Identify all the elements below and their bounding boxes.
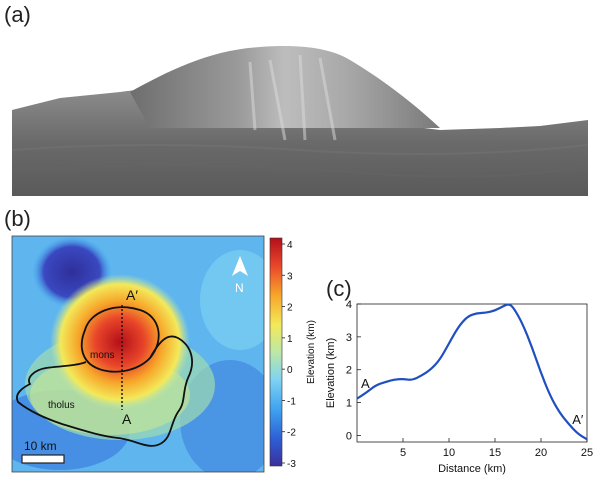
profile-end-label: A′ xyxy=(126,287,138,303)
y-tick-label: 0 xyxy=(346,430,352,442)
panel-c-label: (c) xyxy=(326,276,352,301)
mons-profile xyxy=(130,46,440,128)
profile-annotation: A xyxy=(361,376,370,391)
y-tick-label: 4 xyxy=(346,299,352,311)
mountain-photo xyxy=(11,46,589,196)
scale-bar xyxy=(21,454,65,464)
tholus-label: tholus xyxy=(48,400,75,411)
colorbar-tick-label: -1 xyxy=(287,396,296,407)
colorbar-tick-label: 3 xyxy=(287,271,293,282)
north-label: N xyxy=(235,281,244,295)
y-axis-label: Elevation (km) xyxy=(325,338,337,408)
y-tick-label: 1 xyxy=(346,398,352,410)
x-axis-label: Distance (km) xyxy=(438,463,506,475)
mons-label: mons xyxy=(90,350,114,361)
colorbar-tick-label: 1 xyxy=(287,334,293,345)
scale-label: 10 km xyxy=(24,439,57,453)
x-tick-label: 25 xyxy=(581,447,593,459)
colorbar-tick-label: 4 xyxy=(287,240,293,251)
x-tick-label: 15 xyxy=(489,447,501,459)
y-tick-label: 3 xyxy=(346,332,352,344)
colorbar-tick-label: -3 xyxy=(287,459,296,470)
x-tick-label: 20 xyxy=(535,447,547,459)
colorbar-tick-label: 0 xyxy=(287,365,293,376)
colorbar-tick-label: 2 xyxy=(287,303,293,314)
x-tick-label: 5 xyxy=(400,447,406,459)
colorbar-tick-label: -2 xyxy=(287,428,296,439)
tholus-outline xyxy=(16,335,193,447)
colorbar xyxy=(269,237,283,467)
panel-b-label: (b) xyxy=(4,206,31,231)
y-tick-label: 2 xyxy=(346,365,352,377)
panel-a-label: (a) xyxy=(4,2,31,27)
profile-start-label: A xyxy=(122,411,132,427)
colorbar-title: Elevation (km) xyxy=(306,320,317,384)
plot-frame xyxy=(356,303,588,443)
x-tick-label: 10 xyxy=(443,447,455,459)
north-arrow-icon xyxy=(232,256,248,276)
elevation-series xyxy=(356,303,588,441)
profile-annotation: A′ xyxy=(572,412,584,427)
mons-peak xyxy=(50,274,190,410)
